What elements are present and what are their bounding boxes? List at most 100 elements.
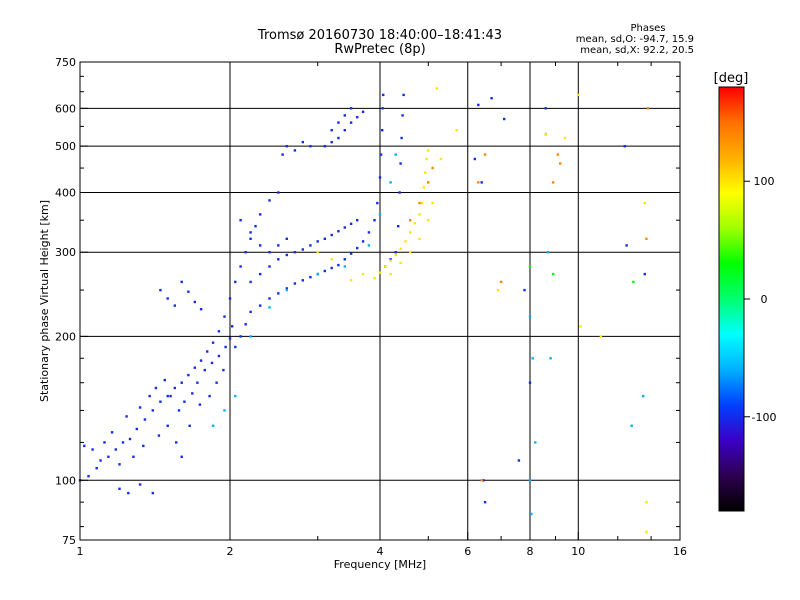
data-point <box>490 97 493 100</box>
data-point <box>477 103 480 107</box>
data-point <box>349 222 353 225</box>
data-point <box>249 310 252 314</box>
data-point <box>285 253 288 257</box>
chart-title: Tromsø 20160730 18:40:00–18:41:43 <box>257 28 502 43</box>
x-tick-label: 2 <box>227 545 234 558</box>
data-point <box>285 288 288 292</box>
data-point <box>431 166 434 170</box>
data-point <box>343 129 346 132</box>
data-point <box>623 145 626 148</box>
data-point <box>645 237 648 240</box>
data-point <box>285 287 288 290</box>
colorbar-tick-label: -100 <box>752 411 777 424</box>
data-point <box>159 288 162 292</box>
data-point <box>343 265 346 268</box>
data-point <box>277 244 280 247</box>
data-point <box>268 199 271 202</box>
data-point <box>483 153 487 156</box>
data-point <box>249 280 252 284</box>
data-point <box>215 381 218 384</box>
data-point <box>382 93 385 97</box>
data-point <box>530 512 533 516</box>
data-point <box>503 117 506 121</box>
data-point <box>217 330 221 333</box>
data-point <box>349 121 353 124</box>
data-point <box>577 93 580 97</box>
data-point <box>309 244 312 247</box>
data-point <box>128 437 132 441</box>
data-point <box>409 251 412 254</box>
data-point <box>480 181 483 184</box>
data-point <box>337 230 340 233</box>
data-point <box>349 107 353 110</box>
data-point <box>399 162 402 165</box>
data-point <box>399 247 402 250</box>
data-point <box>309 276 312 279</box>
data-point <box>367 231 371 234</box>
data-point <box>173 386 176 390</box>
data-point <box>198 403 202 406</box>
phases-o-stats: mean, sd,O: -94.7, 15.9 <box>576 34 694 45</box>
data-point <box>330 258 333 261</box>
data-point <box>337 263 340 267</box>
data-point <box>316 240 319 243</box>
y-tick-label: 750 <box>55 56 76 69</box>
data-point <box>254 225 257 228</box>
y-tick-label: 400 <box>55 186 76 199</box>
data-point <box>559 162 562 165</box>
data-point <box>477 181 480 184</box>
x-tick-label: 6 <box>464 545 471 558</box>
data-point <box>293 251 297 254</box>
data-point <box>528 315 532 318</box>
data-point <box>534 441 537 444</box>
data-point <box>223 315 226 318</box>
data-point <box>399 261 402 265</box>
data-point <box>231 325 234 328</box>
data-point <box>404 240 407 243</box>
data-point <box>193 366 196 369</box>
data-point <box>427 149 430 152</box>
data-point <box>166 394 169 398</box>
data-point <box>249 335 252 338</box>
minor-ticks <box>80 62 680 540</box>
data-point <box>301 279 304 282</box>
data-point <box>645 530 648 534</box>
data-point <box>154 386 158 390</box>
data-point <box>642 394 645 398</box>
data-point <box>249 237 252 240</box>
data-point <box>99 459 102 462</box>
data-point <box>418 201 421 205</box>
data-point <box>384 265 387 268</box>
chart-subtitle: RwPretec (8p) <box>334 42 425 57</box>
data-point <box>239 219 242 222</box>
data-point <box>159 400 162 403</box>
data-point <box>83 444 86 448</box>
data-point <box>180 381 183 384</box>
data-point <box>223 409 226 412</box>
data-point <box>268 265 271 268</box>
data-point <box>323 145 326 148</box>
data-point <box>376 201 379 205</box>
data-point <box>169 394 172 398</box>
data-point <box>379 153 383 156</box>
data-point <box>132 455 135 458</box>
data-point <box>528 381 532 384</box>
phases-x-stats: mean, sd,X: 92.2, 20.5 <box>580 45 694 56</box>
data-point <box>187 373 190 377</box>
data-point <box>361 240 365 243</box>
data-point <box>645 501 648 504</box>
data-point <box>277 191 280 194</box>
colorbar-gradient <box>718 86 745 512</box>
data-point <box>277 292 280 295</box>
data-point <box>361 110 365 113</box>
data-point <box>413 222 417 225</box>
data-point <box>118 463 121 466</box>
data-point <box>187 290 190 293</box>
data-point <box>151 409 154 412</box>
phases-title: Phases <box>630 23 665 34</box>
data-point <box>394 153 397 156</box>
data-point <box>563 136 567 140</box>
data-point <box>632 280 635 284</box>
data-point <box>427 181 430 184</box>
data-point <box>301 140 304 144</box>
